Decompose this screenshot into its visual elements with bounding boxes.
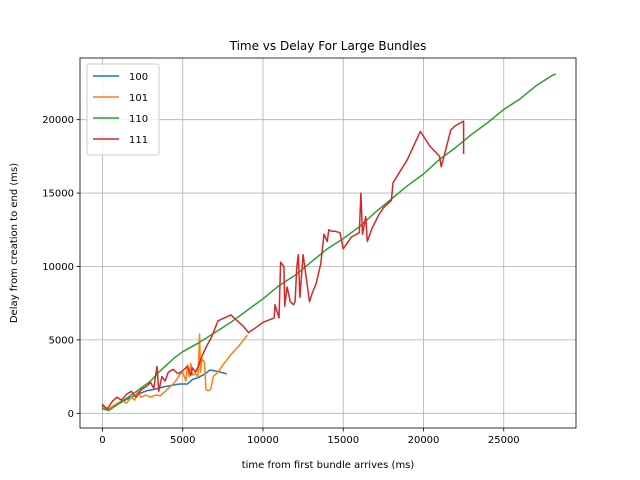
- x-tick-label: 25000: [488, 435, 520, 446]
- legend-label-111: 111: [129, 135, 148, 146]
- chart-title: Time vs Delay For Large Bundles: [229, 39, 427, 53]
- y-axis-label: Delay from creation to end (ms): [9, 163, 20, 323]
- series-line-110: [101, 73, 557, 412]
- plot-frame: [79, 57, 577, 429]
- y-tick-label: 0: [68, 409, 74, 420]
- series-line-111: [101, 120, 465, 410]
- x-axis-label: time from first bundle arrives (ms): [242, 460, 415, 471]
- legend: 100 101 110 111: [86, 63, 160, 156]
- y-tick-label: 15000: [42, 189, 74, 200]
- y-tick-label: 10000: [42, 262, 74, 273]
- series-lines: [101, 73, 557, 412]
- x-tick-label: 20000: [408, 435, 440, 446]
- series-line-101: [101, 333, 248, 410]
- legend-label-110: 110: [129, 114, 148, 125]
- gridlines: [80, 58, 576, 428]
- y-tick-label: 5000: [49, 335, 74, 346]
- x-tick-label: 5000: [170, 435, 195, 446]
- legend-box: [86, 63, 160, 156]
- legend-label-100: 100: [129, 72, 148, 83]
- x-tick-label: 15000: [327, 435, 359, 446]
- y-tick-label: 20000: [42, 115, 74, 126]
- axis-ticks: 0 5000 10000 15000 20000 25000 0 5000 10000 15000…: [42, 115, 519, 446]
- x-tick-label: 0: [99, 435, 105, 446]
- x-tick-label: 10000: [247, 435, 279, 446]
- legend-label-101: 101: [129, 93, 148, 104]
